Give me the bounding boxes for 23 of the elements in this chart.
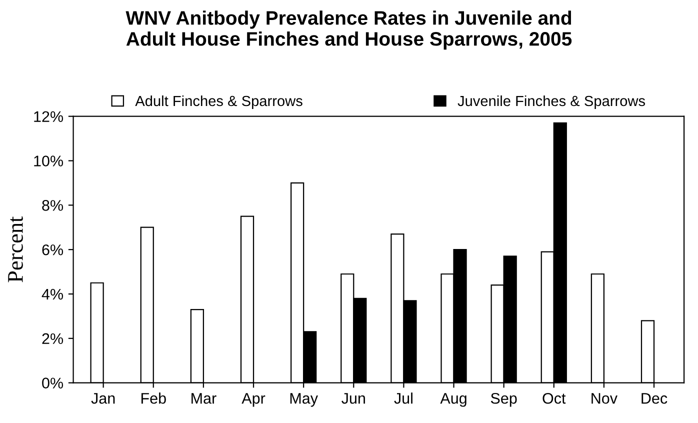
x-tick-label: Nov [592, 393, 618, 404]
x-tick-label: Jan [91, 393, 115, 404]
x-tick-label: Feb [141, 392, 166, 404]
x-tick-label: Jun [342, 393, 365, 404]
x-tick-label: Jul [394, 392, 412, 404]
x-tick-label: Mar [192, 393, 216, 404]
y-tick-label: 6% [42, 244, 64, 256]
legend-label: Adult Finches & Sparrows [135, 95, 302, 110]
y-tick-label: 12% [34, 111, 64, 122]
x-tick-label: Dec [642, 393, 668, 404]
x-tick-label: Oct [542, 392, 566, 404]
x-tick-label: Sep [490, 392, 517, 407]
y-tick-label: 8% [42, 200, 64, 211]
y-tick-label: 10% [34, 156, 64, 166]
y-axis-title: Percent [8, 216, 23, 282]
chart-title: WNV Anitbody Prevalence Rates in Juvenile and Adult House Finches and House Sparrows, 2005 [126, 10, 572, 50]
x-tick-label: Apr [242, 393, 266, 407]
y-tick-label: 0% [42, 378, 64, 388]
y-tick-label: 2% [42, 333, 64, 344]
y-tick-label: 4% [42, 288, 64, 300]
x-tick-label: Aug [440, 393, 466, 407]
legend-label: Juvenile Finches & Sparrows [458, 95, 646, 110]
x-tick-label: May [290, 393, 318, 407]
